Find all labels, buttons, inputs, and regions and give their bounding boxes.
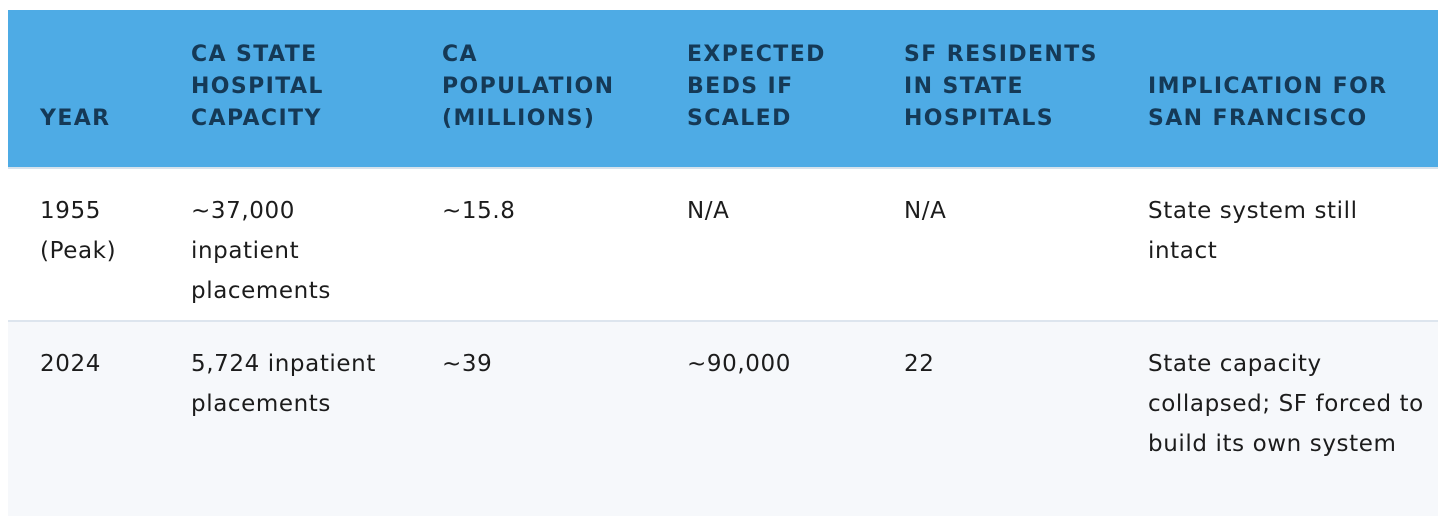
header-row: YEAR CA STATE HOSPITAL CAPACITY CA POPUL… [8,10,1438,168]
header-year: YEAR [40,106,111,131]
cell-sf-residents: N/A [904,198,947,224]
cell-year: 2024 [40,351,101,377]
cell-state-hospital-capacity: 5,724 inpatient placements [191,351,376,417]
header-sf-residents: SF RESIDENTS IN STATE HOSPITALS [904,42,1098,131]
header-implication: IMPLICATION FOR SAN FRANCISCO [1148,74,1388,131]
data-table-container: YEAR CA STATE HOSPITAL CAPACITY CA POPUL… [8,10,1438,516]
cell-state-hospital-capacity: ~37,000 inpatient placements [191,198,332,304]
cell-implication: State system still intact [1148,198,1358,264]
header-ca-population: CA POPULATION (MILLIONS) [442,42,615,131]
table-header: YEAR CA STATE HOSPITAL CAPACITY CA POPUL… [8,10,1438,168]
cell-implication: State capacity collapsed; SF forced to b… [1148,351,1424,457]
cell-ca-population: ~15.8 [442,198,516,224]
table-row: 2024 5,724 inpatient placements ~39 ~90,… [8,321,1438,516]
table-body: 1955 (Peak) ~37,000 inpatient placements… [8,168,1438,516]
cell-ca-population: ~39 [442,351,493,377]
hospital-capacity-table: YEAR CA STATE HOSPITAL CAPACITY CA POPUL… [8,10,1438,516]
cell-year: 1955 (Peak) [40,198,117,264]
header-state-hospital-capacity: CA STATE HOSPITAL CAPACITY [191,42,324,131]
cell-expected-beds: ~90,000 [687,351,791,377]
cell-expected-beds: N/A [687,198,730,224]
cell-sf-residents: 22 [904,351,935,377]
table-row: 1955 (Peak) ~37,000 inpatient placements… [8,168,1438,321]
header-expected-beds: EXPECTED BEDS IF SCALED [687,42,826,131]
